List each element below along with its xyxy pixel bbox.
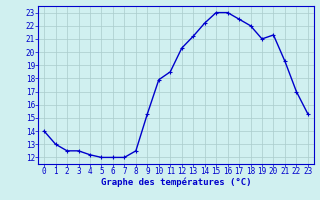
- X-axis label: Graphe des températures (°C): Graphe des températures (°C): [101, 178, 251, 187]
